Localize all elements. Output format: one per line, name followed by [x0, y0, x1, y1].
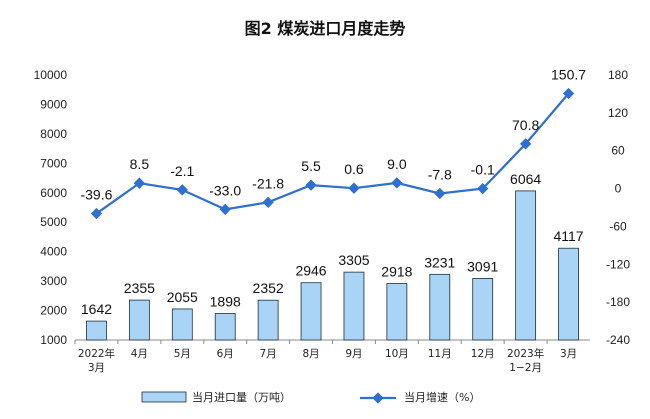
line-value-label: -39.6 — [80, 187, 112, 203]
line-point-marker — [477, 182, 489, 195]
chart-title: 图2 煤炭进口月度走势 — [245, 19, 406, 38]
y-right-tick-label: -60 — [609, 219, 627, 233]
bar-value-label: 4117 — [553, 228, 583, 244]
y-left-tick-label: 5000 — [40, 215, 67, 229]
line-point-marker — [219, 203, 231, 216]
line-value-label: 70.8 — [512, 117, 539, 133]
bar — [214, 313, 236, 341]
y-left-tick-label: 7000 — [40, 156, 67, 170]
bar-value-label: 2918 — [381, 264, 412, 280]
legend-bar-swatch — [141, 391, 187, 403]
y-right-tick-label: -120 — [606, 257, 630, 271]
y-right-tick-label: -180 — [606, 295, 630, 309]
bar-value-label: 2946 — [295, 263, 326, 279]
x-tick-label: 4月 — [131, 348, 148, 360]
x-tick-label: 9月 — [345, 348, 362, 360]
bar — [86, 320, 107, 341]
line-point-marker — [176, 184, 188, 196]
x-tick-label: 2022年 3月 — [78, 347, 115, 374]
growth-line — [95, 92, 570, 215]
line-value-label: -2.1 — [170, 163, 194, 179]
x-tick-label: 10月 — [385, 348, 409, 360]
bar-value-label: 3091 — [467, 258, 498, 274]
bar — [386, 283, 408, 341]
line-value-label: -21.8 — [252, 175, 284, 191]
bar-value-label: 3231 — [424, 254, 455, 270]
bar — [558, 247, 579, 341]
bar — [472, 278, 494, 341]
y-left-tick-label: 6000 — [40, 186, 67, 200]
bar — [429, 273, 451, 341]
line-value-label: -33.0 — [209, 182, 241, 198]
bar-value-label: 2055 — [167, 289, 198, 305]
bar — [257, 299, 279, 341]
bar — [343, 271, 365, 341]
y-left-tick-label: 8000 — [40, 127, 67, 141]
legend-line-label: 当月增速（%） — [404, 390, 480, 404]
line-value-label: 0.6 — [344, 161, 364, 177]
legend-bar-label: 当月进口量（万吨） — [192, 390, 291, 404]
bar — [515, 190, 537, 341]
bar-value-label: 1642 — [81, 301, 112, 317]
line-value-label: 150.7 — [551, 66, 586, 82]
line-point-marker — [391, 177, 403, 189]
x-tick-label: 3月 — [560, 348, 577, 360]
y-right-tick-label: 60 — [611, 144, 625, 158]
line-point-marker — [262, 196, 274, 208]
y-left-tick-label: 9000 — [40, 97, 67, 111]
y-left-tick-label: 3000 — [40, 274, 67, 288]
legend-line-marker — [372, 392, 384, 404]
x-tick-label: 7月 — [260, 348, 277, 360]
y-right-tick-label: 120 — [608, 106, 628, 120]
line-point-marker — [434, 187, 446, 200]
line-point-marker — [305, 179, 317, 191]
x-tick-label: 12月 — [471, 348, 495, 360]
bar-value-label: 3305 — [338, 252, 369, 268]
bar-value-label: 2352 — [253, 280, 284, 296]
line-value-label: -7.8 — [428, 166, 452, 182]
line-value-label: 5.5 — [301, 158, 321, 174]
y-right-tick-label: -240 — [606, 333, 630, 347]
y-left-tick-label: 4000 — [40, 245, 67, 259]
bar — [171, 308, 193, 341]
bar-value-label: 2355 — [124, 280, 155, 296]
bar — [128, 299, 150, 341]
x-tick-label: 2023年 1−2月 — [507, 347, 544, 374]
x-tick-label: 6月 — [217, 348, 234, 360]
line-point-marker — [133, 177, 146, 189]
y-right-tick-label: 180 — [608, 68, 628, 82]
line-point-marker — [519, 138, 532, 150]
line-value-label: 9.0 — [387, 156, 407, 172]
line-point-marker — [348, 182, 360, 194]
line-value-label: 8.5 — [130, 156, 150, 172]
x-tick-label: 8月 — [302, 348, 319, 360]
bar-value-label: 1898 — [210, 294, 241, 310]
bar-value-label: 6064 — [510, 171, 541, 187]
y-left-tick-label: 10000 — [34, 68, 68, 82]
x-tick-label: 5月 — [174, 348, 191, 360]
bar — [300, 282, 322, 341]
line-value-label: -0.1 — [471, 162, 495, 178]
x-tick-label: 11月 — [428, 348, 452, 360]
y-left-tick-label: 1000 — [40, 333, 67, 347]
y-right-tick-label: 0 — [615, 182, 622, 196]
y-left-tick-label: 2000 — [40, 304, 67, 318]
